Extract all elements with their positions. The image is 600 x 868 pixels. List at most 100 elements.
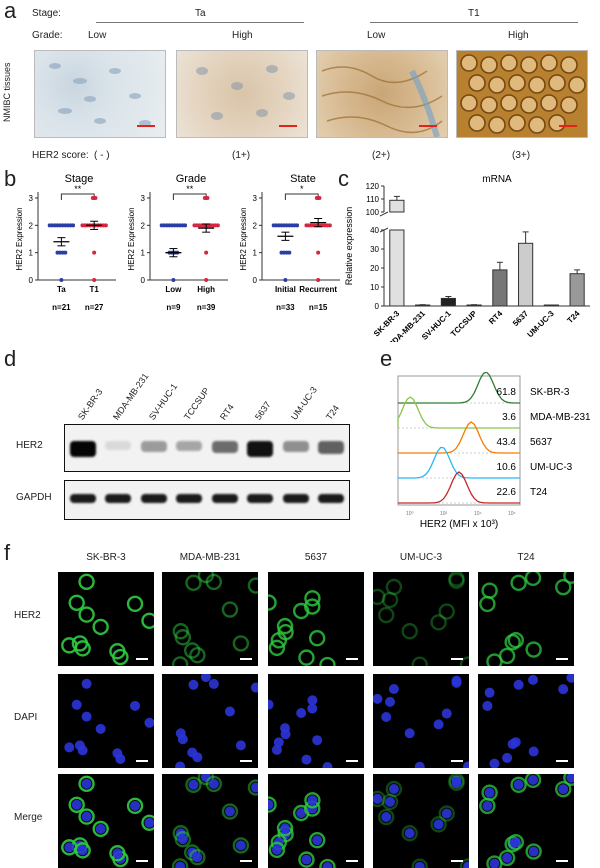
her2-cell xyxy=(78,573,95,590)
mfi-value: 10.6 xyxy=(497,462,517,473)
blot-band xyxy=(211,494,238,503)
nucleus xyxy=(175,761,186,768)
her2-cell xyxy=(298,649,315,666)
nucleus xyxy=(130,800,141,811)
blot-band xyxy=(282,441,309,453)
nucleus xyxy=(451,677,462,688)
grade-label: Grade: xyxy=(32,30,63,41)
her2-cell xyxy=(174,629,192,646)
blot-band xyxy=(318,441,345,454)
bar xyxy=(518,242,534,307)
if-image xyxy=(268,774,364,868)
nucleus xyxy=(81,711,92,722)
mfi-value: 61.8 xyxy=(497,387,517,398)
blot-band xyxy=(140,441,167,452)
y-axis-label: HER2 Expression xyxy=(15,207,24,270)
nucleus xyxy=(307,795,318,806)
nucleus xyxy=(513,779,524,790)
y-tick-label: 0 xyxy=(375,302,380,311)
scale-bar xyxy=(240,658,252,660)
blot-band xyxy=(318,494,345,503)
if-image xyxy=(373,572,469,666)
her2-cell xyxy=(498,647,516,665)
nucleus xyxy=(381,712,392,723)
significance-stars: ** xyxy=(186,184,194,194)
if-image xyxy=(478,674,574,768)
nucleus xyxy=(451,777,462,788)
data-point xyxy=(215,223,220,228)
nucleus xyxy=(280,823,291,834)
her2-cell xyxy=(304,590,321,607)
nucleus xyxy=(71,699,82,710)
nucleus xyxy=(71,799,82,810)
y-axis-label: HER2 Expression xyxy=(127,207,136,270)
nucleus xyxy=(95,723,106,734)
nucleus xyxy=(235,740,246,751)
y-tick-label: 1 xyxy=(253,249,258,258)
her2-cell xyxy=(525,641,542,658)
her2-cell xyxy=(555,780,572,798)
nucleus xyxy=(463,861,469,868)
lane-label: TCCSUP xyxy=(182,385,212,422)
stage-ta-text: Ta xyxy=(195,8,206,19)
nucleus xyxy=(77,745,88,756)
data-point xyxy=(71,223,76,228)
nucleus xyxy=(484,787,495,798)
data-point xyxy=(205,196,210,200)
y-tick-label: 2 xyxy=(253,221,258,230)
her2-cell xyxy=(563,774,574,786)
nucleus xyxy=(280,723,291,734)
her2-cell xyxy=(438,603,455,620)
y-tick-label: 3 xyxy=(253,194,258,203)
data-point xyxy=(183,223,188,228)
nucleus xyxy=(273,737,284,748)
grade-low-1: Low xyxy=(88,30,107,41)
data-point xyxy=(327,223,332,228)
her2-cell xyxy=(205,573,223,591)
x-tick-label: 10⁴ xyxy=(474,511,482,517)
blot-row-gapdh: GAPDH xyxy=(16,492,52,503)
nucleus xyxy=(268,799,274,810)
her2-cell xyxy=(304,598,321,615)
if-image xyxy=(162,674,258,768)
her2-cell xyxy=(510,574,527,591)
mfi-value: 3.6 xyxy=(502,412,516,423)
chart-title: mRNA xyxy=(482,174,512,185)
nucleus xyxy=(381,812,392,823)
her2-cell xyxy=(92,820,109,838)
nucleus xyxy=(144,817,154,828)
lane-label: RT4 xyxy=(217,402,236,422)
y-tick-label: 120 xyxy=(366,182,380,191)
her2-cell xyxy=(385,578,403,596)
bar-lower-segment xyxy=(389,229,405,307)
group-label: High xyxy=(197,285,215,294)
nucleus xyxy=(224,806,235,817)
her2-cell xyxy=(319,656,336,666)
scale-bar xyxy=(419,125,437,127)
if-column-label: MDA-MB-231 xyxy=(179,552,241,563)
scale-bar xyxy=(451,658,463,660)
her2-cell xyxy=(304,792,321,809)
scale-bar xyxy=(451,860,463,862)
her2-cell xyxy=(270,632,288,649)
nucleus xyxy=(388,784,399,795)
y-tick-label: 40 xyxy=(370,226,379,235)
nucleus xyxy=(322,762,333,768)
her2-cell xyxy=(438,805,455,822)
scale-bar xyxy=(451,760,463,762)
her2-cell xyxy=(183,642,201,659)
if-image xyxy=(58,774,154,868)
nucleus xyxy=(510,837,521,848)
data-point xyxy=(59,278,64,282)
her2-cell xyxy=(74,640,91,657)
if-image xyxy=(268,674,364,768)
data-point xyxy=(171,278,176,282)
significance-stars: ** xyxy=(74,184,82,194)
stage-ta-line xyxy=(96,22,304,23)
if-image xyxy=(478,572,574,666)
nucleus xyxy=(301,854,312,865)
her2-cell xyxy=(174,831,192,848)
histogram-frame xyxy=(397,375,521,506)
if-image xyxy=(58,572,154,666)
nucleus xyxy=(144,717,154,728)
